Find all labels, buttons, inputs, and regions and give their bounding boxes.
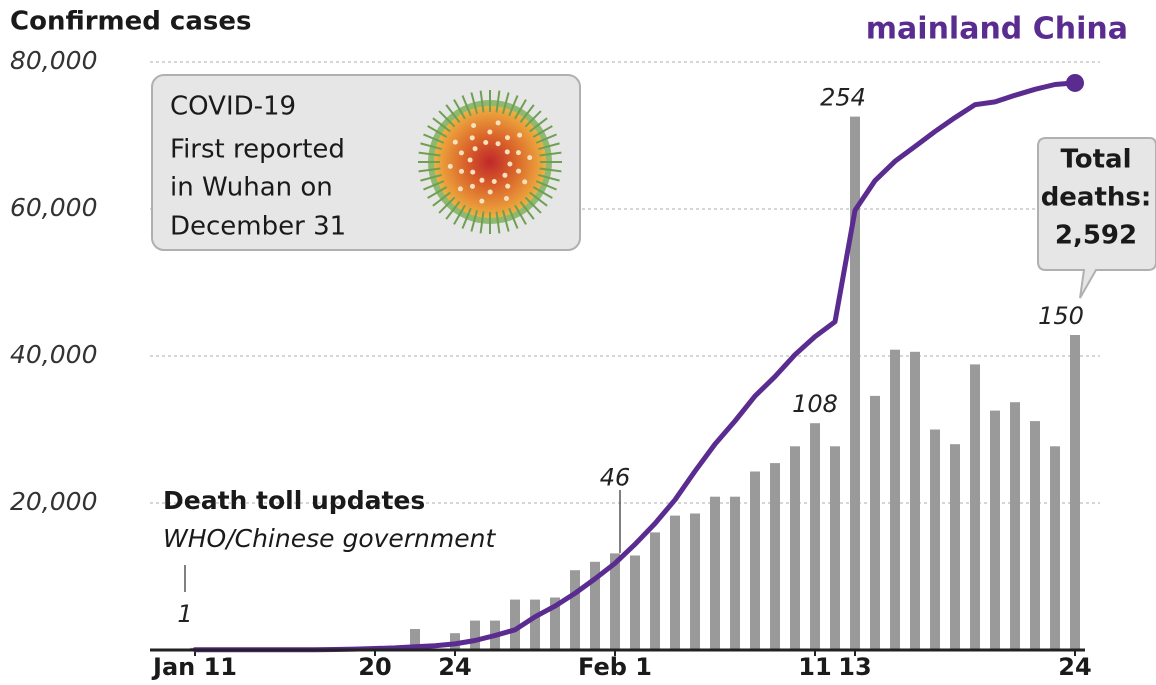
bar	[750, 472, 760, 651]
deaths-box-line: 2,592	[1055, 221, 1137, 251]
virus-dot	[453, 140, 458, 145]
bar	[730, 497, 740, 650]
bar	[950, 444, 960, 650]
bar	[650, 532, 660, 650]
virus-dot	[516, 169, 521, 174]
bar	[670, 516, 680, 650]
chart: 20,000 40,000 60,000 80,000 Confirmed cases…	[0, 0, 1156, 685]
value-label: 108	[792, 390, 838, 418]
bar	[910, 352, 920, 650]
virus-dot	[471, 123, 476, 128]
x-tick-label: 24	[1058, 653, 1091, 681]
value-label: 1	[177, 600, 192, 628]
y-tick-label: 40,000	[10, 340, 97, 369]
bar	[530, 600, 540, 650]
virus-dot	[459, 169, 464, 174]
virus-dot	[496, 141, 501, 146]
virus-dot	[479, 178, 484, 183]
deaths-box: Total deaths: 2,592	[1038, 138, 1156, 298]
x-tick-label: 11	[798, 653, 831, 681]
value-label: 150	[1038, 302, 1084, 330]
bar	[850, 117, 860, 650]
callout-line: in Wuhan on	[170, 173, 333, 203]
y-tick-label: 60,000	[10, 193, 97, 222]
virus-dot	[502, 173, 507, 178]
bar	[1030, 421, 1040, 650]
virus-dot	[527, 155, 532, 160]
virus-dot	[505, 135, 510, 140]
virus-dot	[483, 140, 488, 145]
bar	[890, 350, 900, 650]
virus-dot	[468, 158, 473, 163]
virus-dot	[492, 179, 497, 184]
bar	[870, 396, 880, 650]
virus-dot	[458, 186, 463, 191]
x-tick-label: Jan 11	[151, 653, 237, 681]
deaths-note-source: WHO/Chinese government	[163, 524, 496, 553]
y-tick-label: 20,000	[10, 487, 97, 516]
callout-line: December 31	[170, 212, 346, 242]
x-tick-label: Feb 1	[578, 653, 652, 681]
header-note: mainland China	[866, 12, 1128, 47]
deaths-box-line: Total	[1060, 145, 1131, 175]
bar	[690, 514, 700, 651]
value-label: 254	[820, 84, 866, 112]
virus-dot	[470, 170, 475, 175]
virus-dot	[505, 149, 510, 154]
bar	[470, 621, 480, 650]
virus-dot	[505, 184, 510, 189]
bar	[990, 411, 1000, 650]
virus-dot	[496, 120, 501, 125]
virus-illustration	[418, 90, 562, 234]
virus-dot	[517, 133, 522, 138]
callout: COVID-19 First reported in Wuhan on Dece…	[152, 75, 580, 250]
deaths-box-line: deaths:	[1041, 183, 1152, 213]
virus-dot	[459, 150, 464, 155]
x-tick-label: 13	[838, 653, 871, 681]
bar	[1070, 335, 1080, 650]
callout-line: First reported	[170, 135, 345, 165]
value-label: 46	[600, 463, 631, 491]
line-end-dot	[1066, 74, 1084, 92]
bar	[710, 497, 720, 650]
virus-dot	[470, 135, 475, 140]
virus-dot	[479, 199, 484, 204]
bar	[570, 570, 580, 650]
virus-dot	[504, 196, 509, 201]
bar	[830, 446, 840, 650]
virus-dot	[522, 179, 527, 184]
virus-dot	[487, 130, 492, 135]
x-tick-label: 20	[358, 653, 391, 681]
bar	[770, 463, 780, 650]
bar	[930, 430, 940, 651]
virus-dot	[488, 189, 493, 194]
bar	[810, 423, 820, 650]
virus-dot	[473, 146, 478, 151]
y-tick-label: 80,000	[10, 46, 97, 75]
deaths-note-title: Death toll updates	[163, 486, 425, 515]
x-tick-label: 24	[438, 653, 471, 681]
bar	[790, 446, 800, 650]
bar	[1050, 446, 1060, 650]
virus-dot	[448, 164, 453, 169]
y-axis-title: Confirmed cases	[10, 7, 251, 37]
bar	[970, 364, 980, 650]
virus-dot	[516, 150, 521, 155]
callout-line: COVID-19	[170, 92, 296, 122]
virus-dot	[470, 184, 475, 189]
bar	[1010, 402, 1020, 650]
virus-dot	[507, 161, 512, 166]
bar	[630, 556, 640, 651]
